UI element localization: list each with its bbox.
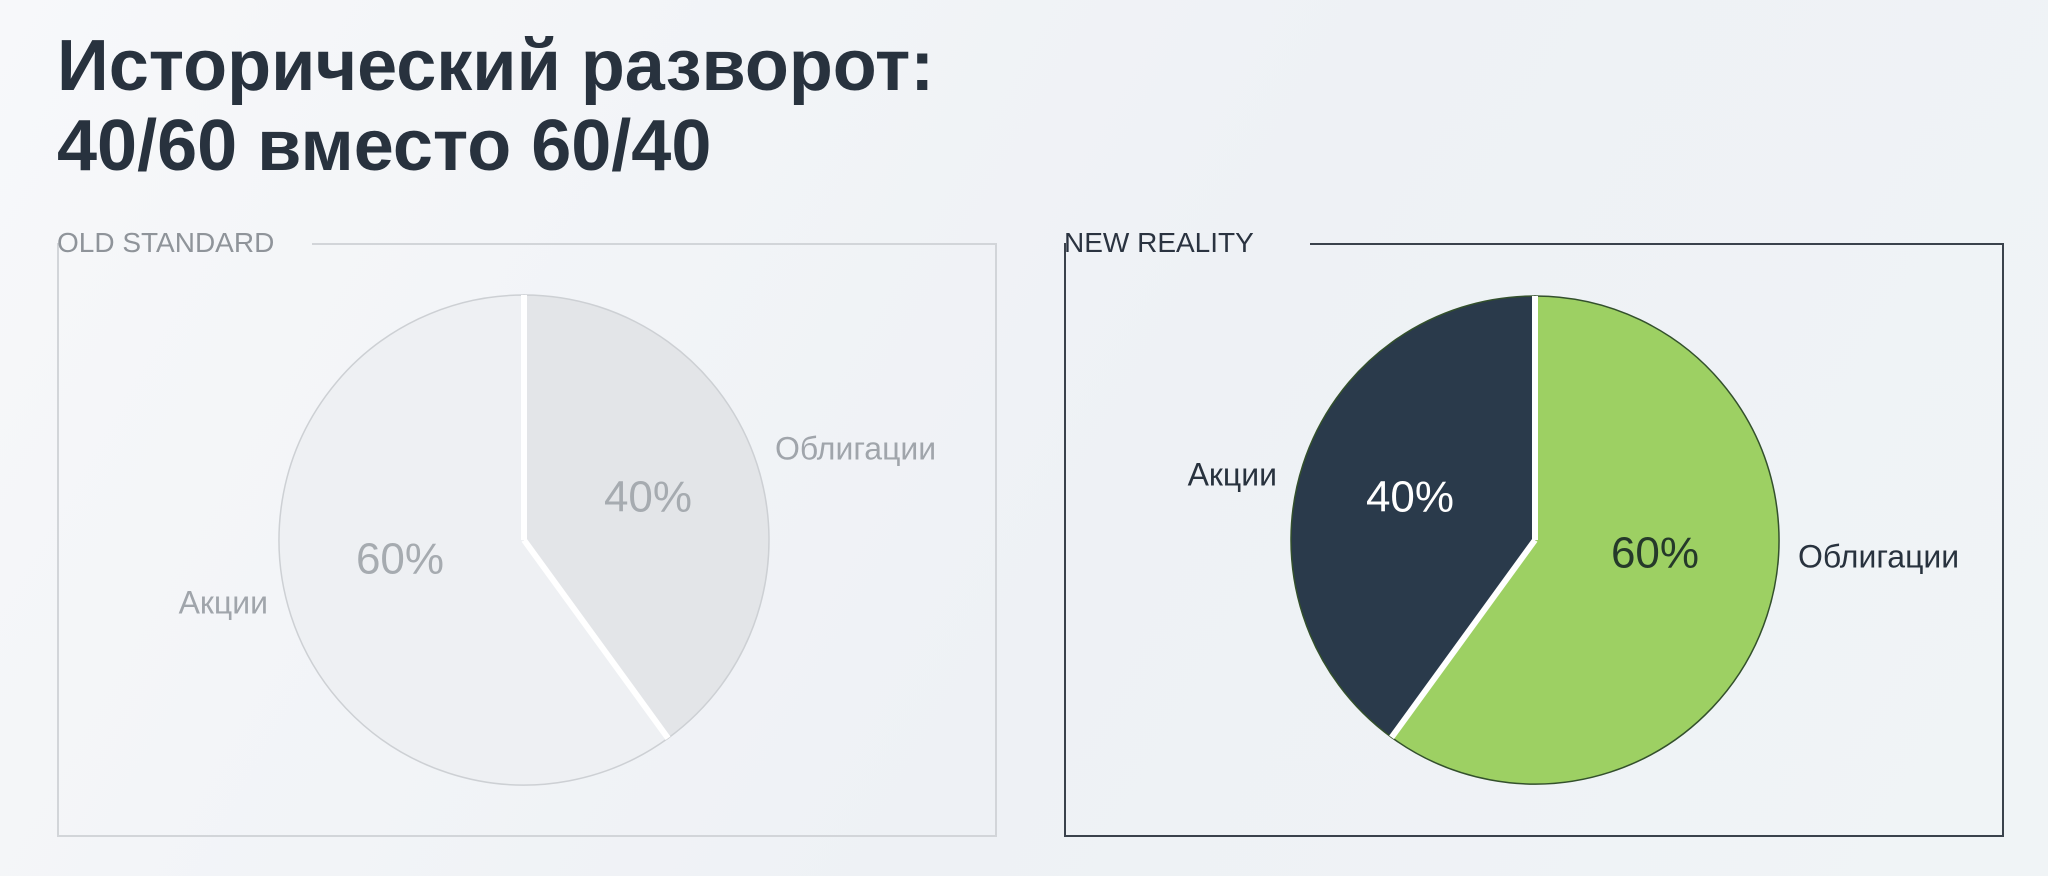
new-reality-label: NEW REALITY	[1064, 227, 1254, 258]
new-stocks-category-label: Акции	[1188, 456, 1277, 492]
title-line-2: 40/60 вместо 60/40	[57, 106, 712, 186]
new-slice-bonds	[1390, 295, 1780, 785]
page-title: Исторический разворот: 40/60 вместо 60/4…	[57, 26, 934, 186]
new-slice-separator	[1389, 538, 1538, 740]
old-panel-top-border	[312, 243, 995, 245]
old-stocks-percent-label: 60%	[356, 535, 444, 584]
title-line-1: Исторический разворот:	[57, 26, 935, 106]
old-bonds-category-label: Облигации	[775, 430, 936, 466]
new-slice-stocks	[1290, 295, 1536, 739]
old-standard-label: OLD STANDARD	[57, 227, 275, 258]
new-reality-panel	[1064, 243, 2004, 837]
old-bonds-percent-label: 40%	[604, 473, 692, 522]
old-standard-panel	[57, 243, 997, 837]
new-stocks-percent-label: 40%	[1366, 473, 1454, 522]
old-slice-bonds	[523, 294, 770, 740]
old-stocks-category-label: Акции	[179, 584, 268, 620]
new-bonds-category-label: Облигации	[1798, 538, 1959, 574]
new-panel-top-border	[1310, 243, 2002, 245]
old-slice-stocks	[278, 294, 670, 786]
new-bonds-percent-label: 60%	[1611, 529, 1699, 578]
old-slice-separator	[521, 538, 671, 740]
